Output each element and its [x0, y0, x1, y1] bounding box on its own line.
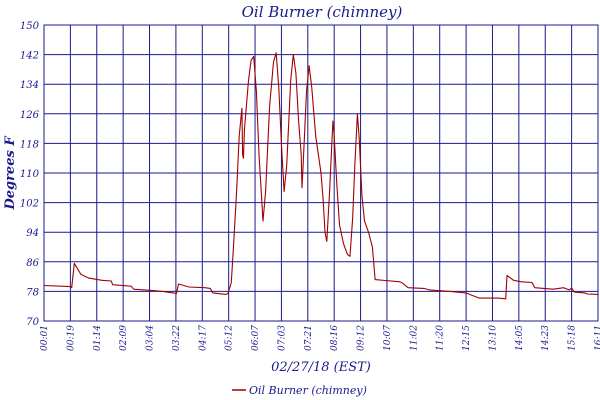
y-axis-ticks: 70 78 86 94 102 110 118 126 134 142 150	[20, 21, 40, 328]
x-tick-label: 05:12	[225, 325, 235, 351]
x-axis-label: 02/27/18 (EST)	[271, 360, 371, 375]
x-tick-label: 00:19	[66, 325, 76, 351]
x-tick-label: 12:15	[462, 325, 472, 351]
y-tick-label: 70	[26, 317, 39, 328]
x-tick-label: 10:07	[383, 325, 393, 351]
x-axis-ticks: 00:01 00:19 01:14 02:09 03:04 03:22 04:17 05:12…	[40, 325, 600, 351]
x-tick-label: 04:17	[198, 325, 208, 351]
x-tick-label: 03:04	[146, 325, 156, 351]
y-tick-label: 86	[26, 258, 39, 269]
series-line-0	[43, 52, 599, 300]
x-tick-label: 02:09	[119, 325, 129, 351]
legend: Oil Burner (chimney)	[232, 384, 367, 397]
y-tick-label: 150	[20, 21, 40, 32]
x-tick-label: 07:03	[277, 325, 287, 351]
y-tick-label: 134	[20, 80, 39, 91]
y-axis-label: Degrees F	[3, 136, 18, 211]
y-tick-label: 118	[20, 139, 39, 150]
plot-frame	[43, 24, 599, 322]
y-tick-label: 102	[20, 199, 39, 210]
x-tick-label: 15:18	[568, 325, 578, 351]
x-tick-label: 14:23	[541, 325, 551, 351]
x-tick-label: 00:01	[40, 325, 50, 351]
x-tick-label: 11:02	[409, 325, 419, 351]
x-tick-label: 09:12	[357, 325, 367, 351]
y-tick-label: 142	[20, 51, 39, 62]
y-tick-label: 126	[20, 110, 40, 121]
y-tick-label: 94	[26, 228, 39, 239]
x-tick-label: 06:07	[251, 325, 261, 351]
series-layer	[43, 52, 599, 300]
x-tick-label: 14:05	[515, 325, 525, 351]
x-tick-label: 03:22	[172, 325, 182, 351]
x-tick-label: 13:10	[488, 325, 498, 351]
x-tick-label: 07:21	[304, 325, 314, 351]
legend-label: Oil Burner (chimney)	[249, 384, 367, 397]
chart-title: Oil Burner (chimney)	[242, 3, 403, 21]
y-tick-label: 110	[20, 169, 40, 180]
x-tick-label: 01:14	[93, 325, 103, 351]
x-tick-label: 08:16	[330, 325, 340, 351]
x-tick-label: 11:20	[436, 325, 446, 351]
x-tick-label: 16:11	[594, 325, 600, 351]
y-tick-label: 78	[26, 287, 39, 298]
